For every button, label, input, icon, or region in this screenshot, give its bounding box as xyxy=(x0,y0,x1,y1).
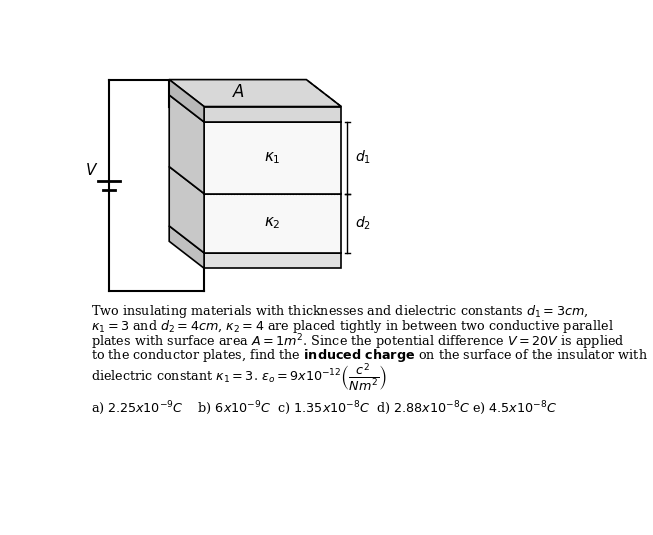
Text: dielectric constant $\kappa_1 = 3$. $\varepsilon_o = 9x10^{-12}\left(\dfrac{c^2}: dielectric constant $\kappa_1 = 3$. $\va… xyxy=(91,362,387,393)
Polygon shape xyxy=(169,95,204,194)
Polygon shape xyxy=(169,226,204,268)
Polygon shape xyxy=(169,95,342,122)
Text: $\kappa_1 = 3$ and $d_2 = 4cm$, $\kappa_2 = 4$ are placed tightly in between two: $\kappa_1 = 3$ and $d_2 = 4cm$, $\kappa_… xyxy=(91,318,614,334)
Text: $A$: $A$ xyxy=(232,83,246,101)
Polygon shape xyxy=(169,166,204,253)
Polygon shape xyxy=(169,226,342,253)
Polygon shape xyxy=(204,122,342,194)
Polygon shape xyxy=(169,80,342,106)
Text: $d_2$: $d_2$ xyxy=(355,215,371,232)
Polygon shape xyxy=(204,253,342,268)
Polygon shape xyxy=(204,106,342,122)
Text: $V$: $V$ xyxy=(85,162,99,178)
Polygon shape xyxy=(204,194,342,253)
Text: $d_1$: $d_1$ xyxy=(355,149,372,166)
Text: $\kappa_2$: $\kappa_2$ xyxy=(264,216,281,231)
Text: Two insulating materials with thicknesses and dielectric constants $d_1 = 3cm$,: Two insulating materials with thicknesse… xyxy=(91,303,588,320)
Text: plates with surface area $A = 1m^2$. Since the potential difference $V = 20V$ is: plates with surface area $A = 1m^2$. Sin… xyxy=(91,332,624,351)
Text: to the conductor plates, find the $\mathbf{induced\ charge}$ on the surface of t: to the conductor plates, find the $\math… xyxy=(91,347,648,364)
Polygon shape xyxy=(169,80,204,122)
Text: a) $2.25x10^{-9}C$    b) $6x10^{-9}C$  c) $1.35x10^{-8}C$  d) $2.88x10^{-8}C$ e): a) $2.25x10^{-9}C$ b) $6x10^{-9}C$ c) $1… xyxy=(91,399,557,417)
Text: $\kappa_1$: $\kappa_1$ xyxy=(264,150,281,166)
Polygon shape xyxy=(169,166,342,194)
